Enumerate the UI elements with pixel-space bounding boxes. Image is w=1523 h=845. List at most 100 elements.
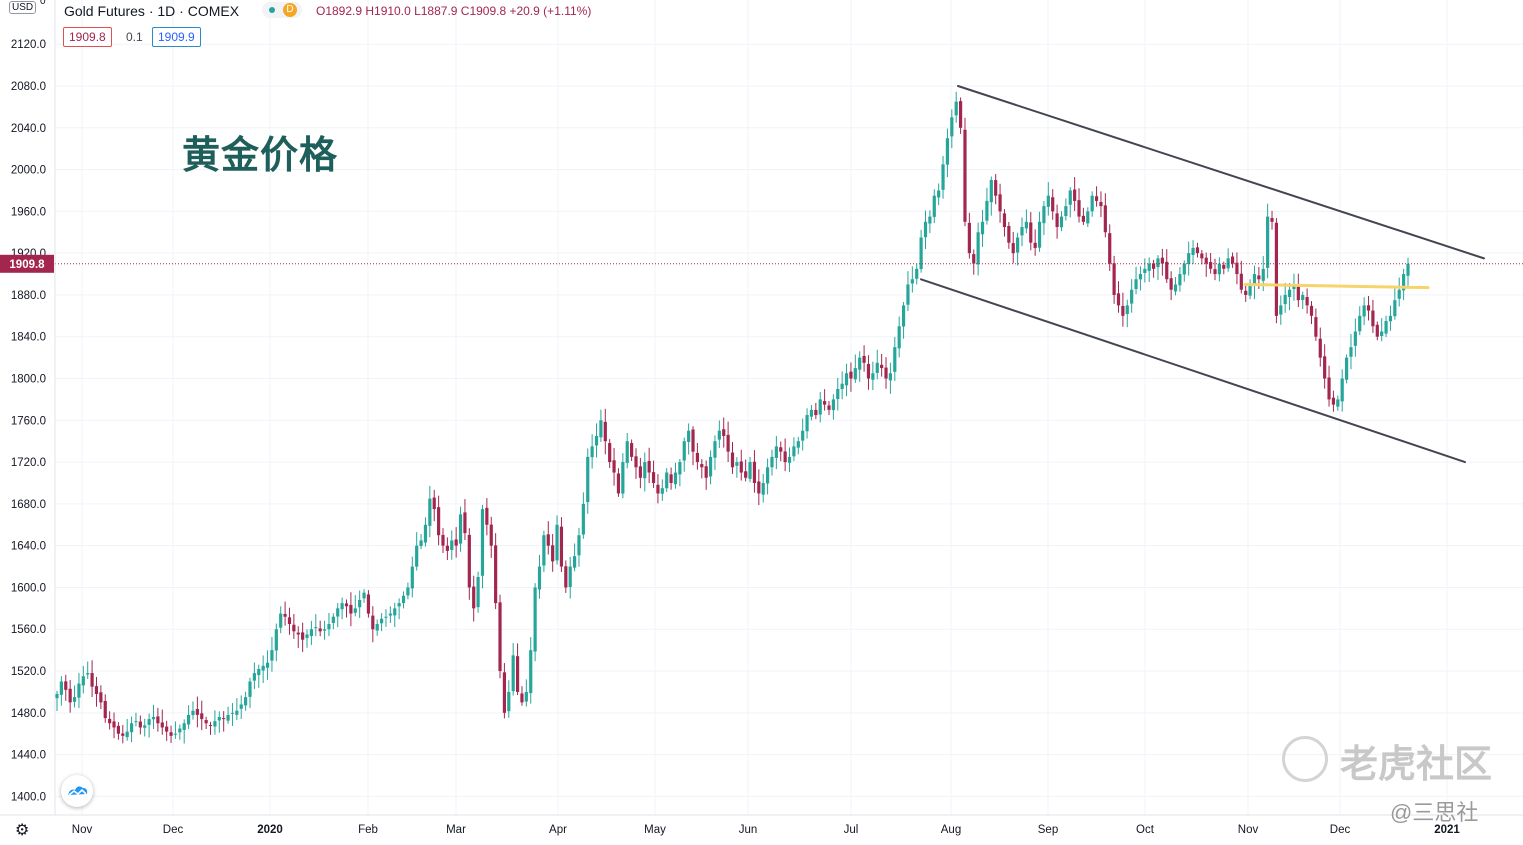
candle [643,452,647,492]
candle-body [1046,195,1050,207]
candle-body [336,608,340,617]
candle [796,436,800,455]
candle-body [1314,317,1318,337]
candle-body [270,650,274,661]
candle [687,423,691,455]
candle [182,719,186,744]
candle [401,591,406,609]
candle-body [467,534,471,588]
candle [252,662,256,689]
candle-body [178,728,182,733]
time-axis-bg [0,815,1523,845]
candle [489,516,493,558]
candle [244,691,248,711]
ask-box[interactable]: 1909.9 [152,27,201,47]
candle [809,405,814,421]
candle-body [673,472,678,485]
candle-body [1222,264,1226,269]
bid-box[interactable]: 1909.8 [63,27,112,47]
candle [64,674,68,701]
candle [1384,315,1388,338]
candle [568,556,572,599]
candle-body [410,566,414,589]
candle-body [1007,225,1011,243]
candle-body [897,326,901,349]
candle-body [1366,305,1371,311]
candle-body [1125,305,1129,315]
candle-body [182,723,186,730]
candle-body [64,681,68,690]
candle [546,521,550,555]
candle-body [748,462,752,479]
candle-body [99,692,103,703]
candle-body [1051,197,1055,212]
candle [467,528,471,600]
candle-body [191,710,195,716]
candle [200,700,204,731]
candle-body [937,190,941,198]
candle [397,598,401,620]
candle-body [1393,300,1397,317]
candle [261,655,265,683]
candle-body [608,443,612,463]
candle-body [1309,305,1314,316]
candle-body [322,629,327,631]
candle [1147,257,1151,282]
candle-body [1323,356,1327,379]
price-tick-label: 1800.0 [11,374,46,386]
candle [932,189,936,224]
symbol-title[interactable]: Gold Futures · 1D · COMEX [64,3,240,19]
candle-body [985,200,989,221]
candle [178,724,182,740]
candle [437,495,441,546]
candle [1393,288,1397,320]
chart-annotation-title: 黄金价格 [182,135,339,177]
candle [1081,207,1086,225]
candle-body [498,602,502,672]
candle-body [200,713,204,720]
candle [217,711,221,733]
candle-body [472,586,476,609]
candle-body [301,632,305,640]
candle-body [559,526,564,567]
candle [248,677,252,709]
candle-body [1252,274,1257,286]
candle [1204,252,1208,277]
candle-body [945,138,950,165]
candle [1358,306,1362,336]
candle-body [1195,247,1200,254]
candle [656,474,660,504]
candle-body [638,466,642,478]
candle [1380,318,1384,342]
candle [1046,182,1050,216]
candle [801,418,805,451]
price-tick-label: 1440.0 [11,750,46,762]
candle [542,530,546,573]
candle-body [880,364,884,369]
candle [1362,297,1366,326]
candle [1121,292,1125,327]
price-tick-label: 1720.0 [11,457,46,469]
candle [450,530,454,560]
candle [349,592,353,627]
candle-body [1301,294,1305,301]
status-pill[interactable]: D [262,2,302,18]
candle [884,357,888,389]
currency-label[interactable]: USD [9,1,37,14]
candle [156,707,160,732]
candle [257,664,261,688]
candles [55,91,1410,744]
candle-body [577,535,581,556]
candle-body [169,732,173,736]
price-tick-label: 1520.0 [11,666,46,678]
candle-body [1353,331,1357,346]
logo-button[interactable] [61,775,93,807]
candle [1402,268,1406,301]
candle-body [656,484,660,494]
price-tick-label: 1600.0 [11,582,46,594]
candle [169,725,173,744]
settings-gear-icon[interactable]: ⚙ [15,822,30,839]
candle [1213,258,1217,281]
candle-body [1134,279,1138,290]
